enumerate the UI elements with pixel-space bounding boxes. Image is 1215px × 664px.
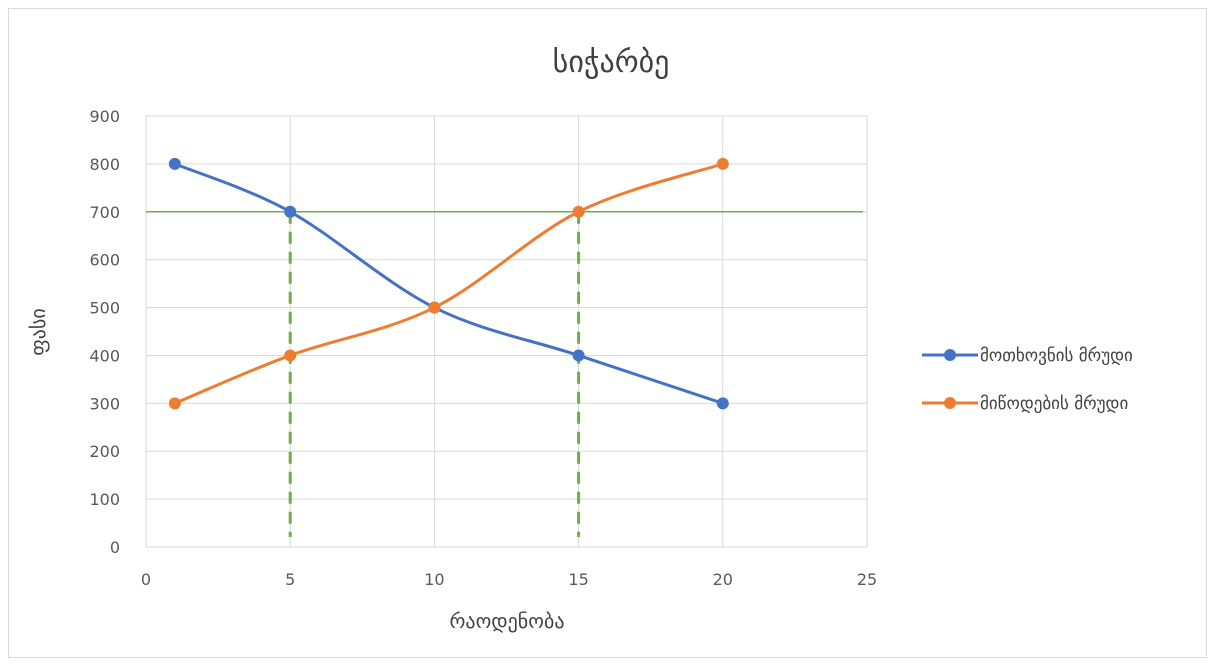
series-0-point: [284, 205, 297, 218]
x-axis-title: რაოდენობა: [450, 609, 565, 633]
legend-swatch-marker: [944, 349, 956, 361]
gridlines: [145, 115, 868, 548]
legend-label: მოთხოვნის მრუდი: [980, 346, 1133, 366]
tick-labels: 0 100 200 300 400 500 600 700 800 900 0 5 10 15 20 25: [89, 107, 877, 589]
series-1-point: [284, 349, 297, 362]
y-tick-label: 700: [89, 203, 120, 222]
y-tick-label: 0: [110, 538, 120, 557]
x-tick-label: 25: [857, 570, 877, 589]
series-0-point: [168, 157, 181, 170]
reference-lines: [146, 211, 863, 537]
chart-title: სიჭარბე: [553, 45, 670, 80]
legend-swatch-marker: [944, 397, 956, 409]
series-0-point: [572, 349, 585, 362]
series-1-point: [716, 157, 729, 170]
y-axis-title: ფასი: [26, 308, 50, 355]
y-tick-label: 800: [89, 155, 120, 174]
y-tick-label: 600: [89, 251, 120, 270]
legend-label: მიწოდების მრუდი: [980, 394, 1128, 414]
y-tick-label: 500: [89, 299, 120, 318]
series-layer: [168, 157, 729, 410]
series-1-point: [572, 205, 585, 218]
y-tick-label: 900: [89, 107, 120, 126]
series-1-point: [168, 397, 181, 410]
x-tick-label: 15: [568, 570, 588, 589]
y-tick-label: 400: [89, 346, 120, 365]
series-0-point: [716, 397, 729, 410]
x-tick-label: 10: [424, 570, 444, 589]
x-tick-label: 20: [713, 570, 733, 589]
series-1-point: [428, 301, 441, 314]
legend: მოთხოვნის მრუდი მიწოდების მრუდი: [922, 346, 1133, 414]
y-tick-label: 300: [89, 394, 120, 413]
x-tick-label: 5: [285, 570, 295, 589]
x-tick-label: 0: [141, 570, 151, 589]
y-tick-label: 200: [89, 442, 120, 461]
series-line-1: [174, 162, 724, 405]
y-tick-label: 100: [89, 490, 120, 509]
